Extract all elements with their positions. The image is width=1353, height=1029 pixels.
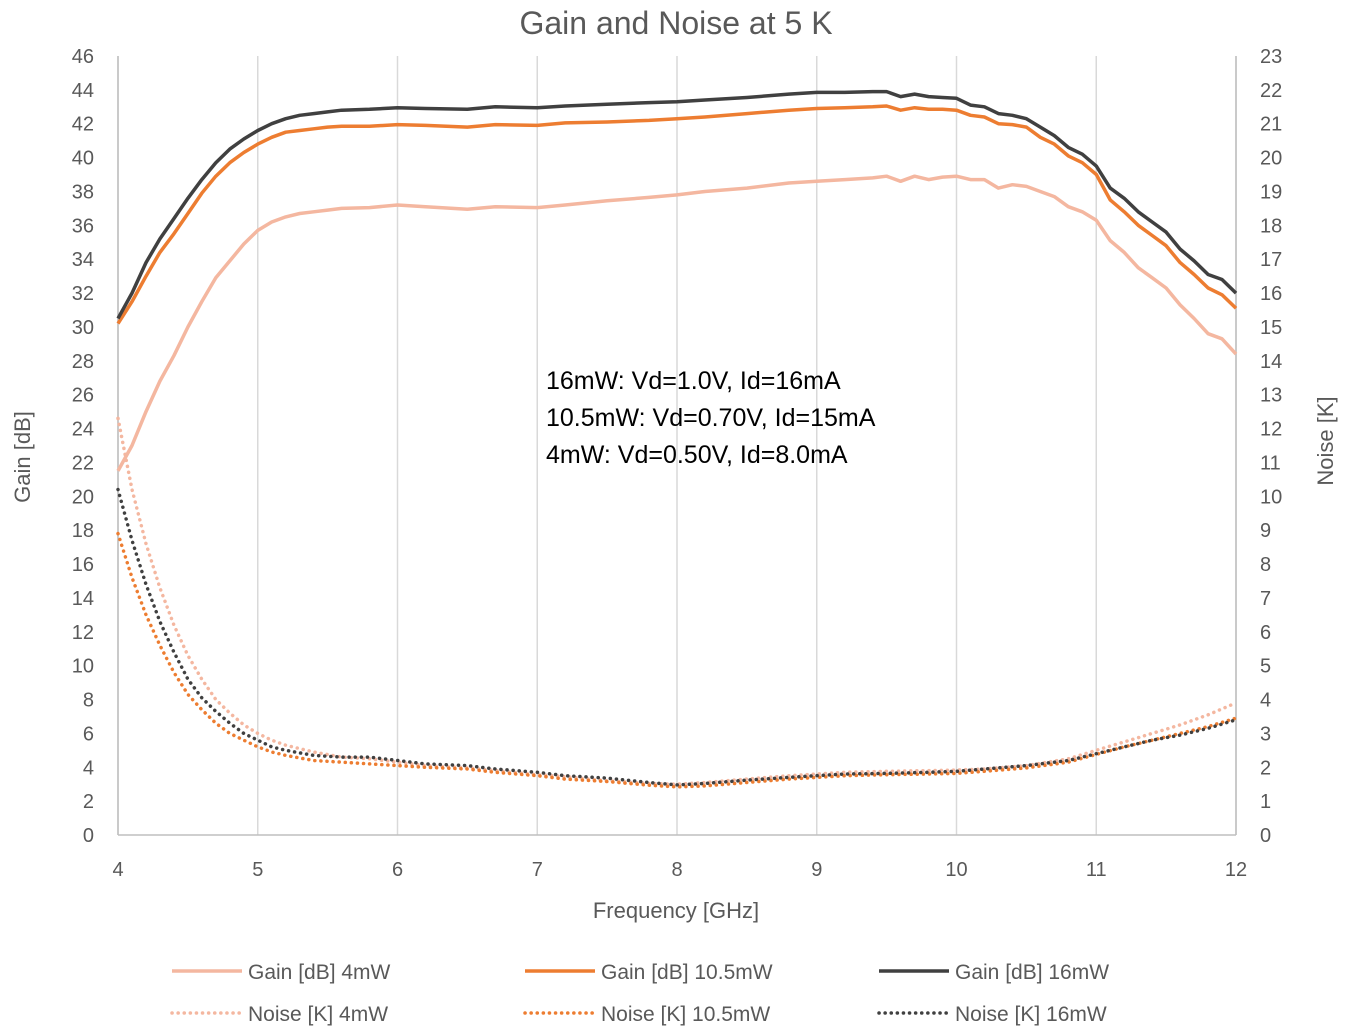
series-line-noise-k-10-5mw: [116, 531, 1238, 789]
legend-label: Gain [dB] 4mW: [248, 961, 391, 984]
annotation-block: 16mW: Vd=1.0V, Id=16mA 10.5mW: Vd=0.70V,…: [546, 367, 876, 469]
y2-tick-label: 19: [1260, 181, 1282, 203]
y-tick-label: 44: [72, 80, 94, 102]
x-tick-label: 6: [392, 859, 403, 881]
y-tick-label: 10: [72, 656, 94, 678]
y2-tick-label: 17: [1260, 249, 1282, 271]
y-tick-label: 2: [83, 791, 94, 813]
x-tick-label: 10: [945, 859, 967, 881]
chart-title: Gain and Noise at 5 K: [519, 5, 832, 41]
y2-tick-label: 23: [1260, 46, 1282, 68]
x-tick-label: 5: [252, 859, 263, 881]
legend-item: Noise [K] 10.5mW: [523, 1003, 770, 1026]
y2-tick-label: 18: [1260, 215, 1282, 237]
annotation-16mw: 16mW: Vd=1.0V, Id=16mA: [546, 367, 841, 395]
legend-item: Gain [dB] 10.5mW: [525, 961, 773, 984]
y2-tick-label: 9: [1260, 520, 1271, 542]
y-tick-label: 8: [83, 690, 94, 712]
y2-tick-label: 21: [1260, 114, 1282, 136]
series-layer: [116, 89, 1238, 789]
y-tick-label: 12: [72, 622, 94, 644]
y2-tick-label: 2: [1260, 757, 1271, 779]
y2-tick-label: 12: [1260, 419, 1282, 441]
y-tick-label: 40: [72, 148, 94, 170]
y-tick-label: 4: [83, 757, 94, 779]
legend-item: Noise [K] 16mW: [877, 1003, 1107, 1026]
y-tick-label: 6: [83, 723, 94, 745]
legend-item: Gain [dB] 4mW: [172, 961, 391, 984]
y2-tick-label: 13: [1260, 385, 1282, 407]
legend-label: Noise [K] 4mW: [248, 1003, 388, 1026]
series-line-gain-db-10-5mw: [116, 104, 1238, 325]
x-tick-label: 4: [112, 859, 123, 881]
y2-tick-label: 4: [1260, 690, 1271, 712]
x-tick-label: 9: [811, 859, 822, 881]
legend-label: Noise [K] 10.5mW: [601, 1003, 770, 1026]
y2-tick-label: 7: [1260, 588, 1271, 610]
y-tick-label: 42: [72, 114, 94, 136]
legend-label: Gain [dB] 10.5mW: [601, 961, 773, 984]
y-tick-label: 26: [72, 385, 94, 407]
y-tick-label: 28: [72, 351, 94, 373]
y-axis-ticks: 0246810121416182022242628303234363840424…: [72, 46, 94, 847]
y2-tick-label: 8: [1260, 554, 1271, 576]
x-tick-label: 12: [1225, 859, 1247, 881]
y-tick-label: 18: [72, 520, 94, 542]
series-line-noise-k-4mw: [116, 416, 1238, 786]
plot-frame: [117, 56, 1237, 836]
y-tick-label: 14: [72, 588, 94, 610]
legend-label: Gain [dB] 16mW: [955, 961, 1109, 984]
y-tick-label: 20: [72, 486, 94, 508]
y-tick-label: 32: [72, 283, 94, 305]
y2-tick-label: 0: [1260, 825, 1271, 847]
y2-tick-label: 3: [1260, 723, 1271, 745]
series-line-gain-db-16mw: [116, 89, 1238, 320]
x-tick-label: 11: [1086, 859, 1107, 881]
x-axis-ticks: 4 5 6 7 8 9 10 11 12: [112, 859, 1247, 881]
annotation-4mw: 4mW: Vd=0.50V, Id=8.0mA: [546, 441, 848, 469]
x-axis-title: Frequency [GHz]: [593, 898, 759, 923]
y2-tick-label: 5: [1260, 656, 1271, 678]
y2-tick-label: 14: [1260, 351, 1282, 373]
y-tick-label: 24: [72, 419, 94, 441]
annotation-10-5mw: 10.5mW: Vd=0.70V, Id=15mA: [546, 404, 876, 432]
legend: Gain [dB] 4mW Gain [dB] 10.5mW Gain [dB] 1…: [170, 961, 1109, 1026]
y-axis-title: Gain [dB]: [10, 411, 35, 503]
y2-tick-label: 10: [1260, 486, 1282, 508]
y2-tick-label: 20: [1260, 148, 1282, 170]
y2-tick-label: 11: [1260, 452, 1281, 474]
y-tick-label: 22: [72, 452, 94, 474]
y2-tick-label: 22: [1260, 80, 1282, 102]
y-tick-label: 46: [72, 46, 94, 68]
series-line-gain-db-4mw: [116, 174, 1238, 472]
y2-tick-label: 6: [1260, 622, 1271, 644]
y-tick-label: 0: [83, 825, 94, 847]
y-tick-label: 34: [72, 249, 94, 271]
y2-tick-label: 1: [1260, 791, 1271, 813]
y2-tick-label: 15: [1260, 317, 1282, 339]
y-tick-label: 30: [72, 317, 94, 339]
legend-item: Noise [K] 4mW: [170, 1003, 388, 1026]
legend-item: Gain [dB] 16mW: [879, 961, 1109, 984]
y-tick-label: 38: [72, 181, 94, 203]
y-tick-label: 16: [72, 554, 94, 576]
legend-label: Noise [K] 16mW: [955, 1003, 1107, 1026]
y2-axis-title: Noise [K]: [1313, 396, 1338, 485]
x-tick-label: 7: [532, 859, 543, 881]
series-line-noise-k-16mw: [116, 487, 1238, 787]
x-tick-label: 8: [671, 859, 682, 881]
y2-tick-label: 16: [1260, 283, 1282, 305]
y-tick-label: 36: [72, 215, 94, 237]
